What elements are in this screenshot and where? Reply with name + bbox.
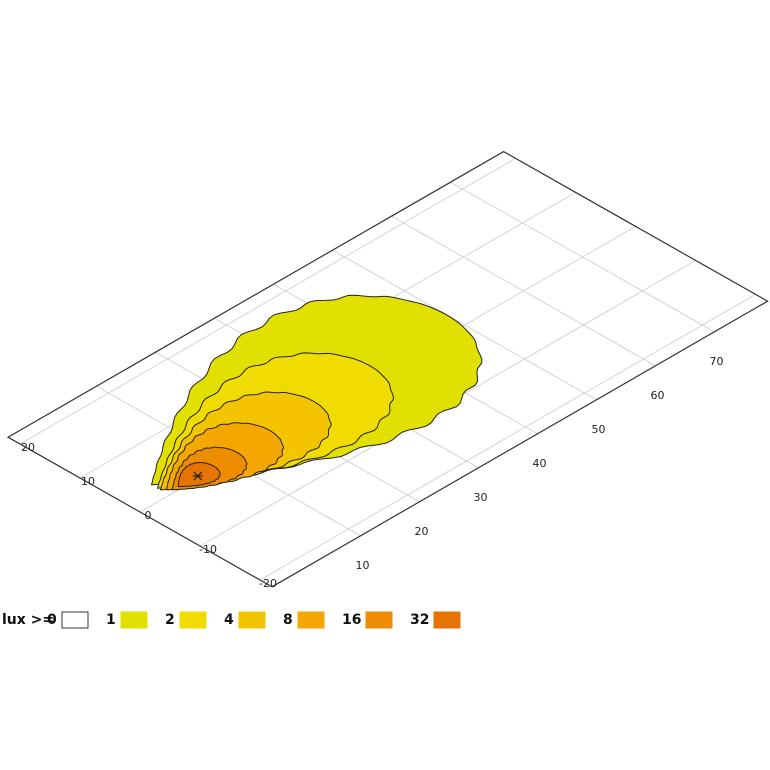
y-tick-label: 10 — [81, 475, 95, 488]
light-source — [192, 471, 203, 481]
legend-label: 2 — [165, 612, 175, 628]
x-tick-label: 40 — [533, 457, 547, 470]
plane-border — [6, 150, 769, 588]
legend-label: 4 — [224, 612, 234, 628]
legend-swatch — [297, 611, 325, 629]
x-tick-label: 20 — [415, 525, 429, 538]
x-tick-label: 10 — [356, 559, 370, 572]
legend-label: 8 — [283, 612, 293, 628]
legend-label: 16 — [342, 612, 361, 628]
legend-swatch — [238, 611, 266, 629]
legend-swatch — [179, 611, 207, 629]
x-tick-label: 50 — [592, 423, 606, 436]
y-tick-label: -20 — [259, 577, 277, 590]
x-tick-label: 30 — [474, 491, 488, 504]
legend-label: 0 — [47, 612, 57, 628]
legend-swatch — [365, 611, 393, 629]
x-tick-label: 60 — [651, 389, 665, 402]
y-tick-label: 0 — [145, 509, 152, 522]
y-tick-label: 20 — [21, 441, 35, 454]
legend-swatch — [61, 611, 89, 629]
legend-swatch — [120, 611, 148, 629]
legend-swatch — [433, 611, 461, 629]
legend-label: 32 — [410, 612, 429, 628]
grid-line — [19, 157, 516, 445]
grid-line — [259, 293, 756, 581]
legend-label: 1 — [106, 612, 116, 628]
legend-title: lux >= — [2, 612, 54, 628]
y-tick-label: -10 — [199, 543, 217, 556]
x-tick-label: 70 — [710, 355, 724, 368]
